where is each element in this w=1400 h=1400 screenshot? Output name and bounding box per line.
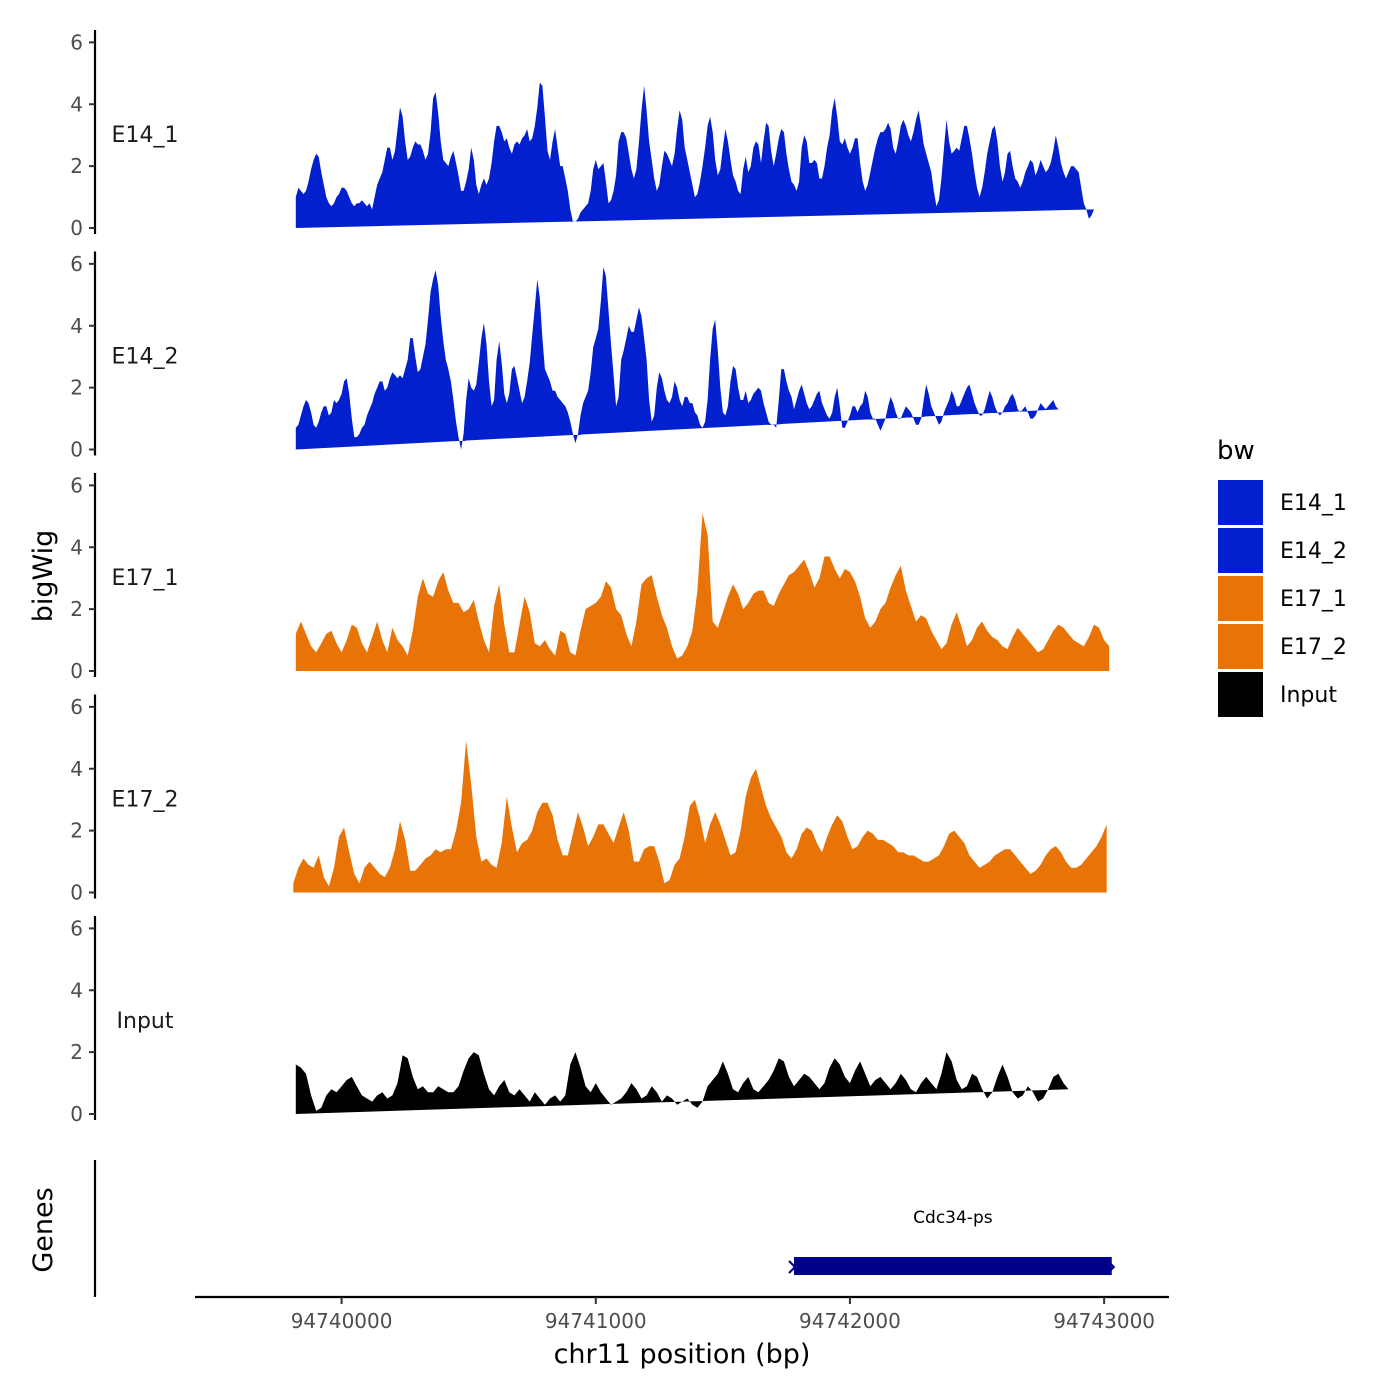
track-E17_1: 0 2 4 6 E17_1: [70, 473, 1110, 683]
legend-label-E14_1: E14_1: [1280, 491, 1347, 516]
legend-swatch-E17_1: [1218, 576, 1263, 621]
y-tick-label: 4: [70, 314, 83, 338]
coverage-area-E17_2: [293, 740, 1107, 893]
track-label: E17_2: [112, 788, 179, 813]
track-Input: 0 2 4 6 Input: [70, 916, 1069, 1126]
coverage-area-Input: [295, 1052, 1069, 1114]
track-label: E14_2: [112, 345, 179, 370]
gene-start-arrow: [788, 1260, 797, 1274]
y-tick-label: 2: [70, 597, 83, 621]
track-label: E14_1: [112, 123, 179, 148]
gene-body: [794, 1257, 1112, 1275]
track-E14_1: 0 2 4 6 E14_1: [70, 30, 1094, 240]
coverage-area-E17_1: [295, 513, 1110, 671]
x-tick-label: 94740000: [291, 1309, 393, 1333]
legend-title: bw: [1217, 436, 1255, 466]
y-tick-label: 2: [70, 376, 83, 400]
y-tick-label: 2: [70, 1040, 83, 1064]
legend-label-Input: Input: [1280, 683, 1337, 708]
y-tick-label: 6: [70, 916, 83, 940]
genes-panel: Cdc34-ps: [93, 1160, 1116, 1297]
y-tick-label: 4: [70, 757, 83, 781]
coverage-area-E14_1: [295, 82, 1094, 228]
legend-swatch-E14_2: [1218, 528, 1263, 573]
y-tick-label: 0: [70, 1102, 83, 1126]
y-tick-label: 4: [70, 535, 83, 559]
x-tick-label: 94741000: [545, 1309, 647, 1333]
legend-label-E14_2: E14_2: [1280, 539, 1347, 564]
y-tick-label: 4: [70, 978, 83, 1002]
y-tick-label: 6: [70, 695, 83, 719]
coverage-area-E14_2: [295, 267, 1061, 450]
y-tick-label: 4: [70, 92, 83, 116]
x-axis: 94740000 94741000 94742000 94743000: [195, 1295, 1169, 1333]
genes-axis-title: Genes: [28, 1187, 59, 1272]
y-tick-label: 0: [70, 216, 83, 240]
y-tick-label: 6: [70, 473, 83, 497]
x-tick-label: 94743000: [1053, 1309, 1155, 1333]
legend-swatch-E14_1: [1218, 480, 1263, 525]
track-E14_2: 0 2 4 6 E14_2: [70, 251, 1061, 462]
track-label: Input: [117, 1009, 174, 1034]
legend-swatch-Input: [1218, 672, 1263, 717]
x-axis-title: chr11 position (bp): [554, 1339, 811, 1370]
track-E17_2: 0 2 4 6 E17_2: [70, 694, 1107, 905]
y-axis-title: bigWig: [28, 530, 59, 623]
y-tick-label: 0: [70, 659, 83, 683]
tracks-layer: 0 2 4 6 E14_1 0 2 4 6 E14_2 0 2 4 6 E17_1 0 2 4 6 E17_2 0 2 4 6…: [70, 30, 1110, 1126]
y-tick-label: 0: [70, 881, 83, 905]
y-tick-label: 6: [70, 30, 83, 54]
legend: bw E14_1 E14_2 E17_1 E17_2 Input: [1217, 436, 1347, 717]
y-tick-label: 2: [70, 819, 83, 843]
legend-label-E17_2: E17_2: [1280, 635, 1347, 660]
track-label: E17_1: [112, 566, 179, 591]
y-tick-label: 6: [70, 252, 83, 276]
y-tick-label: 0: [70, 438, 83, 462]
legend-label-E17_1: E17_1: [1280, 587, 1347, 612]
gene-label: Cdc34-ps: [913, 1208, 993, 1228]
x-tick-label: 94742000: [799, 1309, 901, 1333]
y-tick-label: 2: [70, 154, 83, 178]
gene-end-arrow: [1106, 1260, 1116, 1274]
legend-swatch-E17_2: [1218, 624, 1263, 669]
